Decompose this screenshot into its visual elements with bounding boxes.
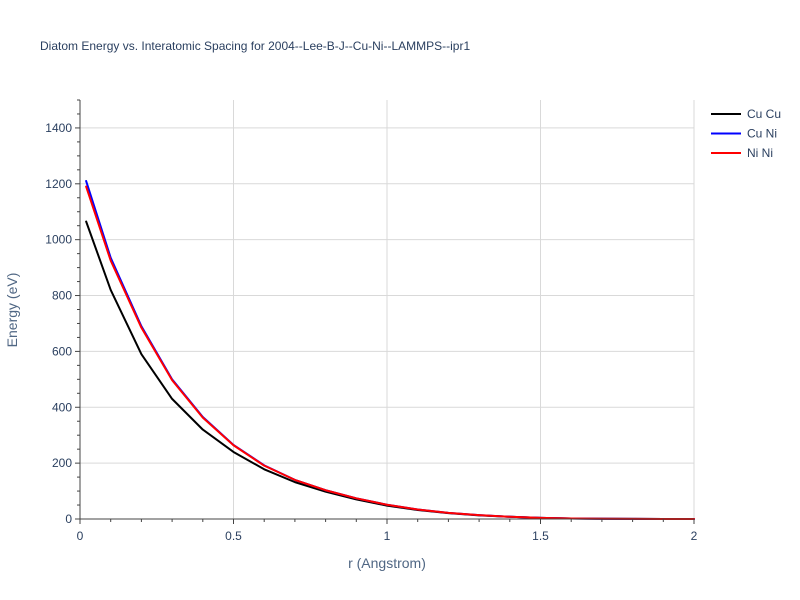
chart-title: Diatom Energy vs. Interatomic Spacing fo…	[40, 39, 470, 53]
x-tick-label: 1	[384, 529, 391, 543]
y-tick-label: 0	[65, 512, 72, 526]
y-axis-title: Energy (eV)	[4, 273, 20, 348]
axes: 0 0.5 1 1.5 2 0 200 400 600 800 1000 1200 1400	[45, 99, 698, 543]
y-tick-label: 1400	[45, 121, 72, 135]
legend[interactable]: Cu Cu Cu Ni Ni Ni	[711, 107, 781, 160]
gridlines	[80, 100, 695, 519]
legend-label: Cu Ni	[747, 127, 777, 141]
y-tick-label: 1000	[45, 233, 72, 247]
y-tick-label: 1200	[45, 177, 72, 191]
series-line-ni-ni[interactable]	[85, 185, 695, 520]
x-tick-label: 0.5	[225, 529, 242, 543]
legend-item-cu-cu[interactable]: Cu Cu	[711, 107, 781, 121]
x-tick-label: 2	[691, 529, 698, 543]
x-tick-label: 0	[77, 529, 84, 543]
x-tick-label: 1.5	[532, 529, 549, 543]
x-axis-title: r (Angstrom)	[348, 555, 426, 571]
y-tick-label: 800	[52, 289, 72, 303]
y-tick-label: 600	[52, 344, 72, 358]
legend-item-cu-ni[interactable]: Cu Ni	[711, 127, 777, 141]
legend-item-ni-ni[interactable]: Ni Ni	[711, 146, 773, 160]
series-line-cu-ni[interactable]	[85, 180, 695, 520]
series-line-cu-cu[interactable]	[85, 220, 695, 520]
legend-label: Ni Ni	[747, 146, 773, 160]
legend-label: Cu Cu	[747, 107, 781, 121]
plot-area[interactable]	[85, 180, 695, 520]
y-tick-label: 200	[52, 456, 72, 470]
y-tick-label: 400	[52, 400, 72, 414]
